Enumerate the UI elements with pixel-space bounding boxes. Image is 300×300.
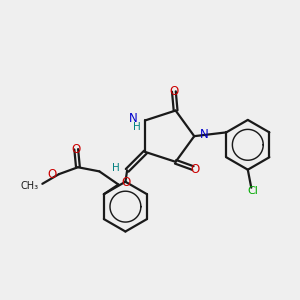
Text: O: O [122, 176, 131, 189]
Text: Cl: Cl [248, 186, 258, 196]
Text: H: H [112, 163, 119, 172]
Text: H: H [133, 122, 141, 132]
Text: N: N [200, 128, 208, 141]
Text: O: O [169, 85, 178, 98]
Text: O: O [72, 143, 81, 156]
Text: CH₃: CH₃ [21, 181, 39, 190]
Text: N: N [129, 112, 138, 125]
Text: O: O [190, 163, 199, 176]
Text: O: O [47, 168, 56, 181]
